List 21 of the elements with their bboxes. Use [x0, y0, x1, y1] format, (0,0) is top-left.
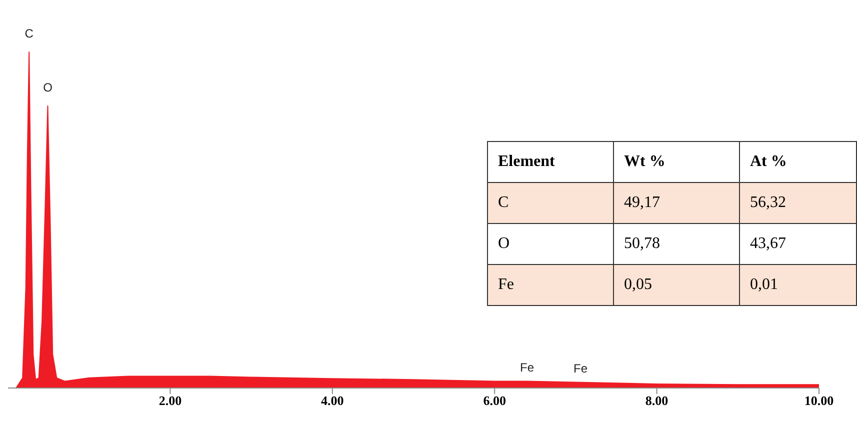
text: Element [488, 142, 614, 182]
text: 0,01 [750, 276, 778, 293]
x-tick-label: 2.00 [158, 393, 182, 408]
x-tick-label: 10.00 [804, 393, 834, 408]
annotation: Fe [520, 360, 534, 374]
text: 56,32 [750, 194, 786, 211]
text: 43,67 [750, 235, 786, 252]
text: 49,17 [624, 194, 660, 211]
x-tick-label: 6.00 [483, 393, 506, 408]
annotation: C [24, 26, 34, 41]
annotation: O [43, 80, 52, 94]
text: 0,05 [624, 276, 652, 293]
category-label: O [498, 235, 510, 252]
category-label: C [498, 194, 509, 211]
category-label: Wt % [614, 142, 740, 182]
annotation: Fe [574, 361, 588, 376]
x-tick-label: 8.00 [645, 393, 668, 408]
category-label: Fe [498, 276, 514, 293]
category-label: At % [739, 142, 856, 182]
text: 50,78 [624, 235, 660, 252]
x-tick-label: 4.00 [321, 393, 344, 408]
